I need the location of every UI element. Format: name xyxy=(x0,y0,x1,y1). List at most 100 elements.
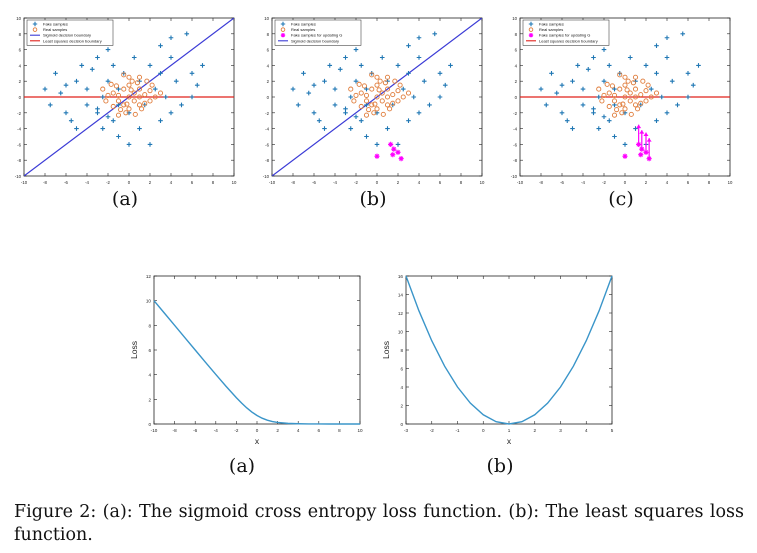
real-sample-point xyxy=(376,87,382,93)
fake-sample-point xyxy=(100,126,106,131)
legend-entry: Fake samples for updating G xyxy=(539,33,590,38)
y-tick-label: 2 xyxy=(267,79,270,84)
real-sample-point xyxy=(131,98,137,104)
fake-sample-point xyxy=(353,47,359,52)
real-sample-point xyxy=(149,82,155,88)
legend-entry: Real samples xyxy=(43,27,67,32)
y-tick-label: -4 xyxy=(513,127,517,132)
real-sample-point xyxy=(632,94,639,100)
fake-sample-point xyxy=(648,86,654,92)
real-sample-point xyxy=(379,98,385,104)
fake-sample-point xyxy=(116,86,121,92)
y-tick-label: -10 xyxy=(263,174,270,179)
fake-sample-point xyxy=(406,43,411,48)
fake-sample-point xyxy=(337,67,343,72)
fake-sample-point xyxy=(79,63,85,68)
subfigure-label-top-b: (b) xyxy=(359,188,387,210)
fake-sample-point xyxy=(406,71,411,76)
real-sample-point xyxy=(405,90,412,96)
fake-sample-point xyxy=(664,110,670,116)
update-arrow-head xyxy=(636,124,642,129)
fake-sample-point xyxy=(669,78,675,84)
fake-sample-point xyxy=(575,63,581,68)
real-sample-point xyxy=(136,86,143,92)
x-tick-label: 10 xyxy=(480,180,485,185)
y-tick-label: -4 xyxy=(17,127,21,132)
fake-sample-point xyxy=(612,134,617,139)
y-tick-label: -8 xyxy=(265,158,269,163)
real-sample-point xyxy=(622,74,628,80)
x-tick-label: 2 xyxy=(533,428,536,433)
fake-sample-point xyxy=(105,114,111,120)
fake-sample-point xyxy=(400,86,406,92)
real-sample-point xyxy=(638,92,644,98)
fake-sample-point xyxy=(58,90,64,96)
fake-sample-point xyxy=(406,118,411,123)
x-tick-label: -2 xyxy=(354,180,358,185)
x-tick-label: 3 xyxy=(559,428,562,433)
real-sample-point xyxy=(648,94,654,100)
real-sample-point xyxy=(632,86,639,92)
real-sample-point xyxy=(134,80,140,86)
y-tick-label: 16 xyxy=(398,274,404,279)
real-sample-point xyxy=(395,98,401,104)
fake-sample-point xyxy=(596,94,602,100)
x-tick-label: 8 xyxy=(212,180,215,185)
y-tick-label: 6 xyxy=(515,48,518,53)
x-tick-label: -3 xyxy=(404,428,409,433)
fake-sample-point xyxy=(680,31,686,37)
fake-sample-point xyxy=(685,71,691,76)
update-sample-point xyxy=(280,33,286,38)
fake-sample-point xyxy=(554,90,560,96)
real-sample-point xyxy=(103,98,109,104)
fake-sample-point xyxy=(343,110,348,116)
x-tick-label: 6 xyxy=(191,180,194,185)
real-sample-point xyxy=(625,78,631,84)
real-sample-point xyxy=(379,90,385,96)
y-tick-label: 8 xyxy=(400,348,403,353)
x-tick-label: 10 xyxy=(232,180,237,185)
real-sample-point xyxy=(353,92,359,98)
real-sample-point xyxy=(384,74,391,80)
real-sample-point xyxy=(121,72,127,78)
real-sample-point xyxy=(123,110,129,116)
fake-sample-point xyxy=(596,126,602,131)
y-tick-label: -2 xyxy=(265,111,269,116)
fake-sample-point xyxy=(395,142,401,147)
fake-sample-point xyxy=(68,118,74,123)
real-sample-point xyxy=(384,94,391,100)
real-sample-point xyxy=(606,103,612,110)
y-tick-label: -2 xyxy=(17,111,21,116)
fake-sample-point xyxy=(696,63,701,68)
x-tick-label: 10 xyxy=(728,180,733,185)
fake-sample-point xyxy=(570,126,575,131)
fake-sample-point xyxy=(353,114,359,120)
fake-sample-point xyxy=(322,126,327,131)
y-tick-label: 10 xyxy=(16,16,21,21)
x-tick-label: -2 xyxy=(602,180,606,185)
x-tick-label: -6 xyxy=(193,428,198,433)
x-tick-label: -2 xyxy=(234,428,239,433)
fake-sample-point xyxy=(591,55,596,60)
x-tick-label: 6 xyxy=(687,180,690,185)
real-sample-point xyxy=(628,111,634,117)
x-tick-label: 4 xyxy=(297,428,300,433)
real-sample-point xyxy=(601,92,607,98)
real-sample-point xyxy=(108,81,114,87)
y-tick-label: 8 xyxy=(267,32,270,37)
x-tick-label: 2 xyxy=(276,428,279,433)
fake-sample-point xyxy=(395,63,401,68)
real-sample-point xyxy=(374,74,380,80)
y-tick-label: 8 xyxy=(515,32,518,37)
real-sample-point xyxy=(384,102,391,108)
real-sample-point xyxy=(371,110,377,116)
fake-sample-point xyxy=(95,106,100,112)
x-tick-label: 2 xyxy=(149,180,152,185)
real-sample-point xyxy=(400,94,406,100)
fake-sample-point xyxy=(295,102,301,108)
fake-sample-point xyxy=(585,67,591,72)
fake-sample-point xyxy=(194,82,200,88)
real-sample-point xyxy=(374,94,380,100)
sigmoid-decision-boundary xyxy=(272,18,482,176)
